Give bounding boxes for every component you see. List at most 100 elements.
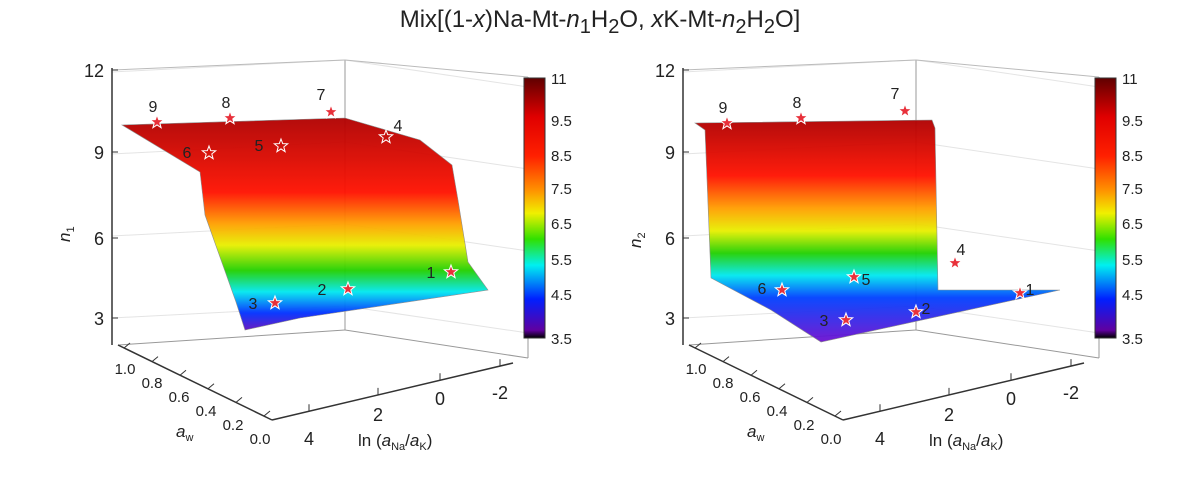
data-point-star [266,294,284,310]
z-tick-label: 9 [94,143,104,163]
data-point-star [442,263,460,279]
aw-tick [179,369,187,376]
box-edge [915,59,1100,78]
data-point-star [1011,284,1029,300]
aw-tick-label: 0.0 [250,431,271,448]
colorbar-tick-label: 11 [1122,71,1138,88]
aw-tick-label: 0.8 [142,375,163,392]
aw-tick [834,410,842,417]
data-point-label: 6 [758,281,767,298]
gridline [915,59,1100,88]
ln-tick-label: -2 [492,383,508,403]
data-point-star [377,128,395,144]
data-point-star [221,109,239,125]
colorbar-tick-label: 7.5 [1122,181,1143,198]
data-point-label: 5 [862,272,871,289]
aw-tick [750,369,758,376]
data-point-star [907,303,925,319]
data-point-star [200,144,218,160]
aw-tick-label: 1.0 [686,361,707,378]
floor-edge [915,329,1100,359]
floor-edge [344,329,529,359]
aw-tick [694,342,702,349]
colorbar [1094,77,1117,339]
colorbar-tick-label: 4.5 [1122,287,1143,304]
colorbar-tick-label: 8.5 [1122,148,1143,165]
data-point-star [322,103,340,119]
data-point-star [272,137,290,153]
data-point-star [773,281,791,297]
data-point-label: 3 [820,313,829,330]
colorbar-tick-label: 6.5 [1122,216,1143,233]
data-point-label: 1 [427,265,436,282]
ln-tick-label: 4 [304,429,314,449]
aw-tick [722,356,730,362]
colorbar-tick-label: 11 [551,71,567,88]
data-point-star [718,114,736,130]
aw-tick [778,383,786,390]
box-edge [111,59,346,71]
data-point-label: 9 [719,100,728,117]
ln-tick-label: 4 [875,429,885,449]
data-point-label: 5 [255,138,264,155]
aw-tick-label: 0.4 [196,403,217,420]
data-point-star [946,254,964,270]
aw-tick [207,383,215,390]
aw-axis-label: aw [747,422,764,444]
aw-tick [151,356,159,362]
data-point-star [896,102,914,118]
data-point-label: 4 [394,118,403,135]
aw-tick-label: 0.8 [713,375,734,392]
aw-tick [235,397,243,403]
ln-axis-label: ln (aNa/aK) [358,431,432,453]
aw-tick-label: 0.0 [821,431,842,448]
ln-tick-label: 0 [435,389,445,409]
figure-title: Mix[(1-x)Na-Mt-n1H2O, xK-Mt-n2H2O] [399,6,801,38]
ln-tick-label: 2 [944,405,954,425]
aw-tick-label: 0.2 [223,417,244,434]
surface [694,119,1061,343]
data-point-label: 7 [317,87,326,104]
aw-tick-label: 1.0 [115,361,136,378]
surface [120,117,489,331]
gridline [344,59,529,88]
data-point-label: 7 [891,86,900,103]
aw-axis-label: aw [176,422,193,444]
data-point-star [148,113,166,129]
data-point-label: 8 [222,95,231,112]
colorbar-tick-label: 9.5 [551,113,572,130]
aw-axis [688,344,844,421]
ln-axis [842,362,1085,421]
aw-tick [123,342,131,349]
z-tick-label: 6 [94,229,104,249]
colorbar-tick-label: 5.5 [551,252,572,269]
aw-tick-label: 0.2 [794,417,815,434]
gridline [915,223,1100,252]
aw-tick-label: 0.6 [169,389,190,406]
colorbar-tick-label: 5.5 [1122,252,1143,269]
data-point-label: 2 [318,282,327,299]
aw-tick-label: 0.4 [767,403,788,420]
z-tick-label: 12 [84,61,104,81]
data-point-star [339,280,357,296]
z-tick-label: 3 [94,309,104,329]
ln-tick-label: 2 [373,405,383,425]
colorbar [523,77,546,339]
z-tick-label: 12 [655,61,675,81]
colorbar-tick-label: 3.5 [1122,331,1143,348]
z-tick-label: 3 [665,309,675,329]
colorbar-tick-label: 3.5 [551,331,572,348]
gridline [344,305,529,334]
z-tick-label: 6 [665,229,675,249]
colorbar-tick-label: 8.5 [551,148,572,165]
box-edge [344,59,529,78]
ln-axis [271,362,514,421]
aw-axis [117,344,273,421]
data-point-label: 9 [149,99,158,116]
ln-axis-label: ln (aNa/aK) [929,431,1003,453]
data-point-label: 1 [1026,282,1035,299]
z-axis-label: n1 [55,226,77,242]
floor-edge [117,329,346,346]
